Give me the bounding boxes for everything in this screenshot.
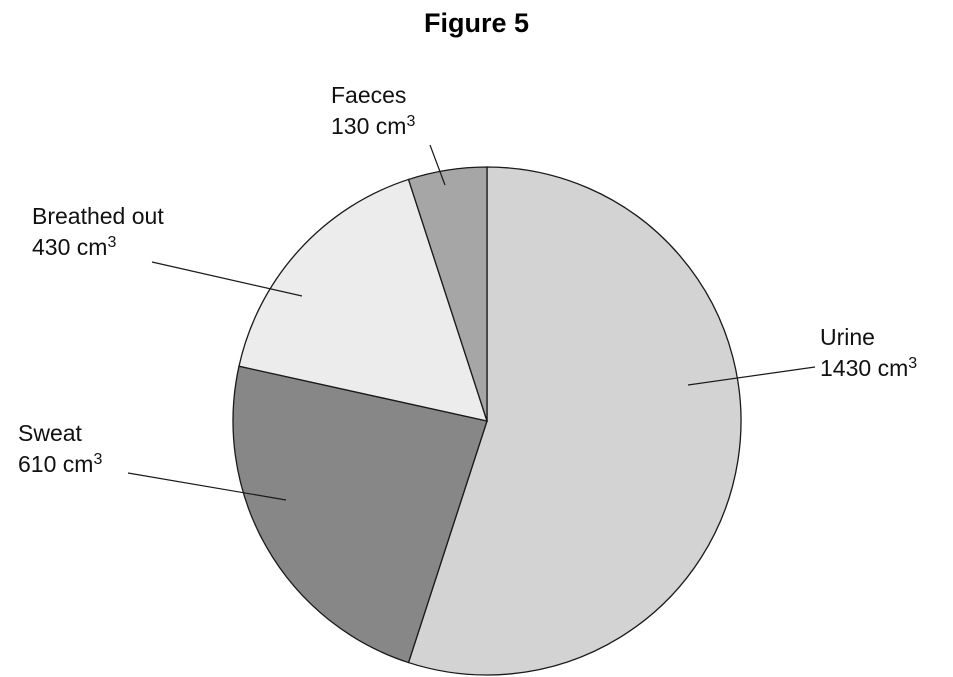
label-urine-name: Urine <box>820 324 875 350</box>
leader-line-breathed-out <box>151 261 303 297</box>
label-faeces-value: 130 <box>331 113 370 139</box>
label-breathed-out-name: Breathed out <box>32 203 164 229</box>
label-urine-value: 1430 <box>820 355 872 381</box>
pie-slice-urine <box>407 166 742 676</box>
leader-line-sweat <box>127 472 287 501</box>
label-faeces: Faeces 130 cm3 <box>331 82 416 139</box>
leader-line-faeces <box>429 144 446 186</box>
pie-slice-sweat <box>232 365 488 664</box>
label-sweat-value: 610 <box>18 451 57 477</box>
figure-title: Figure 5 <box>423 8 530 38</box>
label-breathed-out: Breathed out 430 cm3 <box>32 203 164 260</box>
label-breathed-out-value: 430 <box>32 234 71 260</box>
label-faeces-name: Faeces <box>331 82 407 108</box>
pie-slice-breathed-out <box>238 178 488 422</box>
label-sweat-name: Sweat <box>18 420 82 446</box>
pie-slice-faeces <box>407 166 488 422</box>
leader-line-urine <box>687 366 816 386</box>
label-sweat: Sweat 610 cm3 <box>18 420 103 477</box>
label-urine: Urine 1430 cm3 <box>820 324 918 381</box>
